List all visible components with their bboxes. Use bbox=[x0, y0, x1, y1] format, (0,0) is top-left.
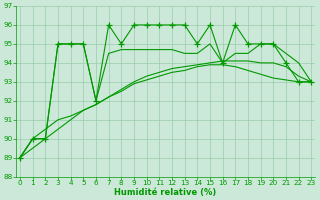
X-axis label: Humidité relative (%): Humidité relative (%) bbox=[115, 188, 217, 197]
